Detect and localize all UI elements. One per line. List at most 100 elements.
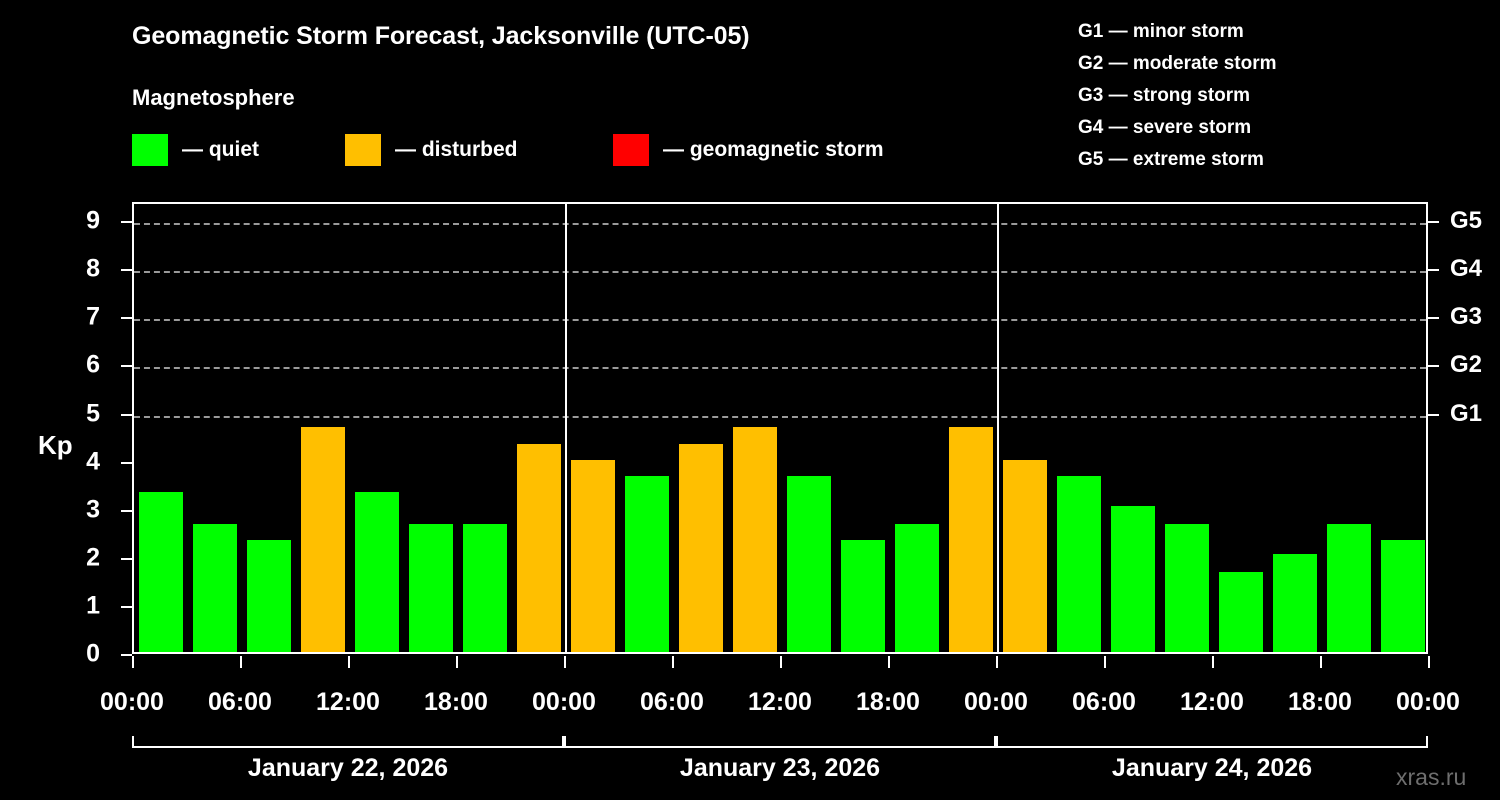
bar-kp[interactable] xyxy=(1273,554,1317,652)
bar-kp[interactable] xyxy=(193,523,237,652)
g-tick-mark xyxy=(1428,269,1439,272)
bar-kp[interactable] xyxy=(1219,571,1263,652)
x-tick-label: 12:00 xyxy=(748,688,812,716)
bar-kp[interactable] xyxy=(1165,523,1209,652)
bar-kp[interactable] xyxy=(301,427,345,652)
x-tick-label: 00:00 xyxy=(100,688,164,716)
y-tick-mark xyxy=(121,413,132,416)
gridline-kp-7 xyxy=(134,319,1426,322)
y-tick-label: 1 xyxy=(86,591,100,620)
g-tick-label: G1 xyxy=(1450,399,1483,427)
x-tick-mark xyxy=(672,656,674,668)
x-tick-label: 12:00 xyxy=(1180,688,1244,716)
bar-kp[interactable] xyxy=(625,475,669,652)
bar-kp[interactable] xyxy=(409,523,453,652)
x-tick-label: 06:00 xyxy=(640,688,704,716)
bar-kp[interactable] xyxy=(679,443,723,652)
y-tick-label: 3 xyxy=(86,495,100,524)
bar-kp[interactable] xyxy=(1003,459,1047,652)
y-tick-mark xyxy=(121,317,132,320)
g-scale-line-4: G4 — severe storm xyxy=(1078,117,1252,138)
g-tick-mark xyxy=(1428,413,1439,416)
page-title: Geomagnetic Storm Forecast, Jacksonville… xyxy=(132,22,750,50)
x-tick-mark xyxy=(132,656,134,668)
x-tick-mark xyxy=(888,656,890,668)
y-tick-mark xyxy=(121,654,132,656)
bar-kp[interactable] xyxy=(733,427,777,652)
plot-area xyxy=(132,202,1428,654)
y-tick-mark xyxy=(121,269,132,272)
bar-kp[interactable] xyxy=(247,539,291,652)
x-tick-mark xyxy=(1320,656,1322,668)
date-bracket xyxy=(132,736,564,748)
g-tick-mark xyxy=(1428,317,1439,320)
g-scale-line-3: G3 — strong storm xyxy=(1078,85,1251,106)
legend-item-label: — disturbed xyxy=(395,138,518,161)
x-tick-mark xyxy=(564,656,566,668)
magnetosphere-heading: Magnetosphere xyxy=(132,85,295,110)
x-tick-label: 18:00 xyxy=(1288,688,1352,716)
orange-swatch-icon xyxy=(345,134,381,166)
y-tick-label: 7 xyxy=(86,302,100,331)
gridline-kp-5 xyxy=(134,415,1426,418)
y-tick-mark xyxy=(121,461,132,464)
plot-inner xyxy=(134,204,1426,652)
g-scale-line-5: G5 — extreme storm xyxy=(1078,149,1264,170)
g-tick-mark xyxy=(1428,221,1439,224)
y-tick-label: 4 xyxy=(86,447,100,476)
bar-kp[interactable] xyxy=(1057,475,1101,652)
day-separator xyxy=(997,204,999,652)
bar-kp[interactable] xyxy=(841,539,885,652)
x-tick-mark xyxy=(1428,656,1430,668)
g-tick-label: G2 xyxy=(1450,351,1483,379)
bar-kp[interactable] xyxy=(355,491,399,652)
y-tick-mark xyxy=(121,221,132,224)
bar-kp[interactable] xyxy=(1111,506,1155,652)
bar-kp[interactable] xyxy=(571,459,615,652)
x-tick-label: 18:00 xyxy=(424,688,488,716)
bar-kp[interactable] xyxy=(1327,523,1371,652)
x-tick-label: 12:00 xyxy=(316,688,380,716)
x-tick-mark xyxy=(780,656,782,668)
legend-item-label: — quiet xyxy=(182,138,259,161)
g-tick-label: G5 xyxy=(1450,207,1483,235)
x-tick-label: 18:00 xyxy=(856,688,920,716)
date-label: January 24, 2026 xyxy=(1111,754,1313,782)
legend-item-2: — geomagnetic storm xyxy=(613,133,884,167)
gridline-kp-6 xyxy=(134,367,1426,370)
g-tick-label: G4 xyxy=(1450,255,1483,283)
x-tick-label: 06:00 xyxy=(1072,688,1136,716)
date-label: January 22, 2026 xyxy=(247,754,449,782)
bar-kp[interactable] xyxy=(1381,539,1425,652)
g-scale-legend: G1 — minor storm G2 — moderate storm G3 — … xyxy=(1078,16,1277,176)
x-tick-mark xyxy=(240,656,242,668)
y-tick-label: 5 xyxy=(86,399,100,428)
y-tick-mark xyxy=(121,365,132,368)
bar-kp[interactable] xyxy=(139,491,183,652)
x-tick-label: 06:00 xyxy=(208,688,272,716)
legend-item-label: — geomagnetic storm xyxy=(663,138,884,161)
legend-item-1: — disturbed xyxy=(345,133,518,167)
bar-kp[interactable] xyxy=(787,475,831,652)
y-tick-label: 6 xyxy=(86,350,100,379)
x-tick-mark xyxy=(348,656,350,668)
bar-kp[interactable] xyxy=(463,523,507,652)
y-tick-label: 8 xyxy=(86,254,100,283)
legend-item-0: — quiet xyxy=(132,133,259,167)
gridline-kp-8 xyxy=(134,271,1426,274)
g-scale-line-2: G2 — moderate storm xyxy=(1078,53,1277,74)
red-swatch-icon xyxy=(613,134,649,166)
bar-kp[interactable] xyxy=(949,427,993,652)
x-tick-mark xyxy=(1104,656,1106,668)
y-tick-label: 9 xyxy=(86,206,100,235)
x-tick-mark xyxy=(456,656,458,668)
y-tick-mark xyxy=(121,605,132,608)
bar-kp[interactable] xyxy=(517,443,561,652)
green-swatch-icon xyxy=(132,134,168,166)
x-tick-label: 00:00 xyxy=(532,688,596,716)
g-scale-line-1: G1 — minor storm xyxy=(1078,21,1244,42)
y-tick-mark xyxy=(121,509,132,512)
bar-kp[interactable] xyxy=(895,523,939,652)
y-tick-label: 2 xyxy=(86,543,100,572)
